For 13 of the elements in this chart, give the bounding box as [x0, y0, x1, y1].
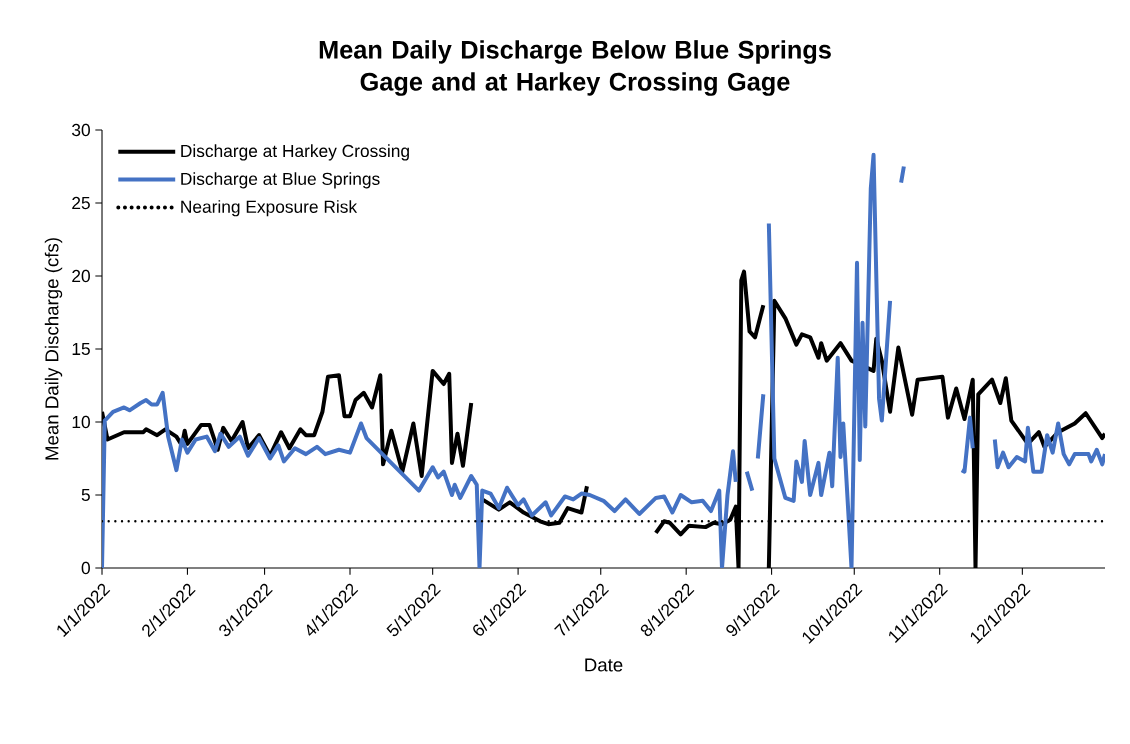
y-tick-label: 20: [72, 269, 90, 283]
legend-label: Discharge at Harkey Crossing: [181, 144, 409, 161]
y-tick-label: 5: [81, 488, 90, 502]
legend-label: Nearing Exposure Risk: [181, 200, 358, 217]
chart-title: Mean Daily Discharge Below Blue Springs Gage and at Harkey Crossing Gage: [319, 40, 831, 96]
y-tick-label: 25: [72, 196, 90, 210]
y-tick-label: 10: [72, 415, 90, 429]
y-tick-label: 0: [81, 561, 90, 575]
y-tick-label: 15: [72, 342, 90, 356]
x-axis-title: Date: [585, 658, 623, 672]
y-axis-title: Mean Daily Discharge (cfs): [44, 238, 63, 460]
y-tick-label: 30: [72, 123, 90, 137]
legend-label: Discharge at Blue Springs: [181, 172, 380, 189]
